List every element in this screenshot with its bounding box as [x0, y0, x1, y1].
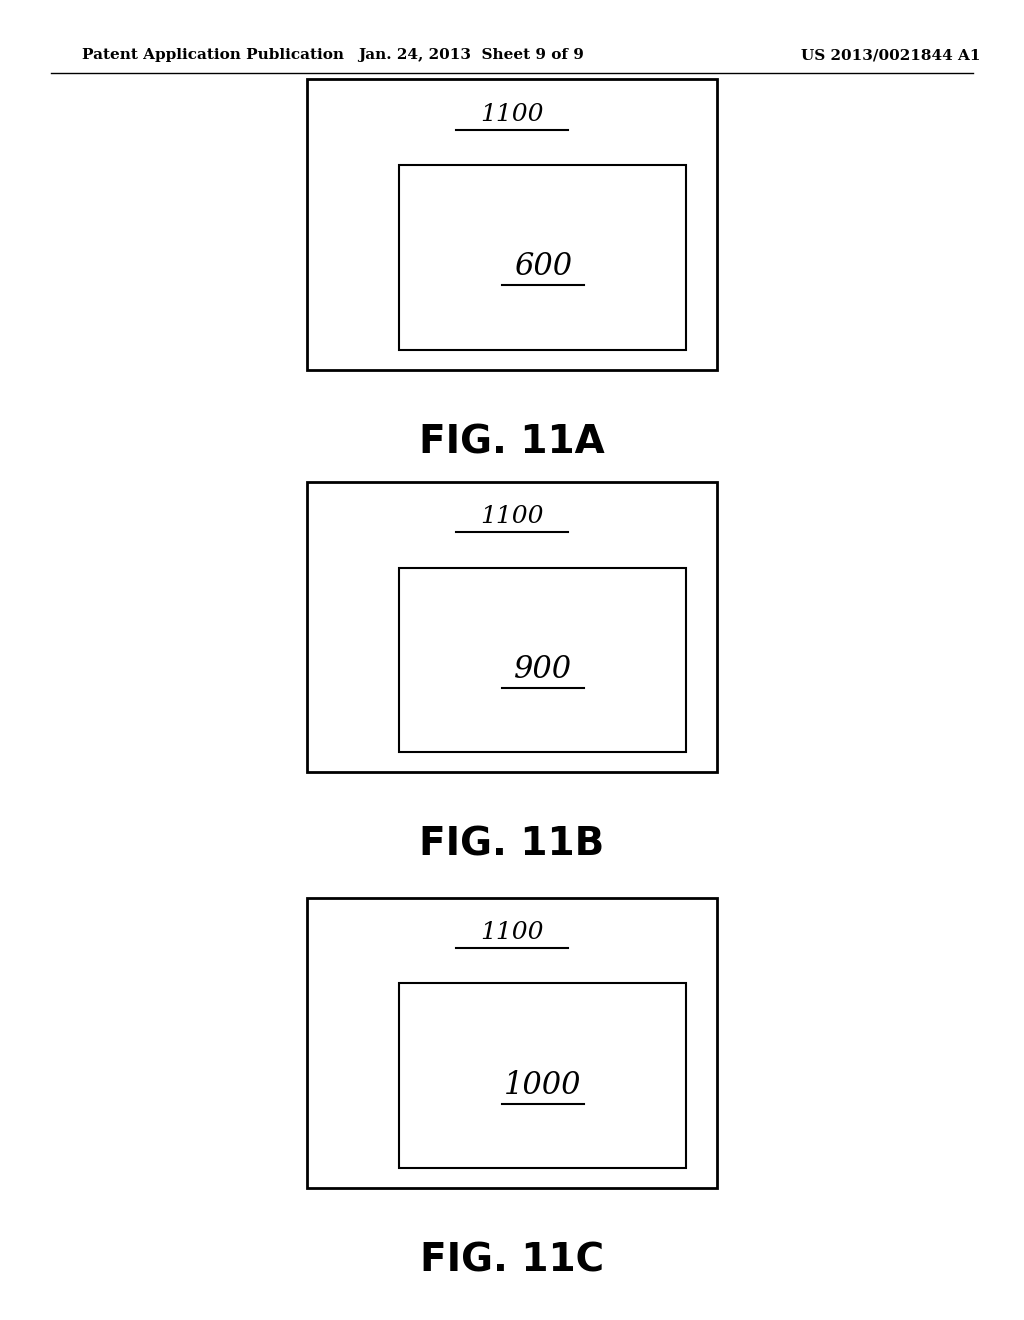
FancyBboxPatch shape: [399, 165, 686, 350]
Text: 900: 900: [514, 653, 571, 685]
Text: 1100: 1100: [480, 103, 544, 125]
FancyBboxPatch shape: [307, 482, 717, 772]
Text: FIG. 11A: FIG. 11A: [419, 424, 605, 461]
Text: FIG. 11B: FIG. 11B: [420, 826, 604, 863]
Text: FIG. 11C: FIG. 11C: [420, 1242, 604, 1279]
Text: 600: 600: [514, 251, 571, 282]
Text: Jan. 24, 2013  Sheet 9 of 9: Jan. 24, 2013 Sheet 9 of 9: [358, 49, 584, 62]
Text: 1100: 1100: [480, 921, 544, 944]
Text: US 2013/0021844 A1: US 2013/0021844 A1: [801, 49, 981, 62]
FancyBboxPatch shape: [307, 79, 717, 370]
FancyBboxPatch shape: [399, 983, 686, 1168]
FancyBboxPatch shape: [307, 898, 717, 1188]
Text: 1100: 1100: [480, 506, 544, 528]
FancyBboxPatch shape: [399, 568, 686, 752]
Text: Patent Application Publication: Patent Application Publication: [82, 49, 344, 62]
Text: 1000: 1000: [504, 1069, 582, 1101]
